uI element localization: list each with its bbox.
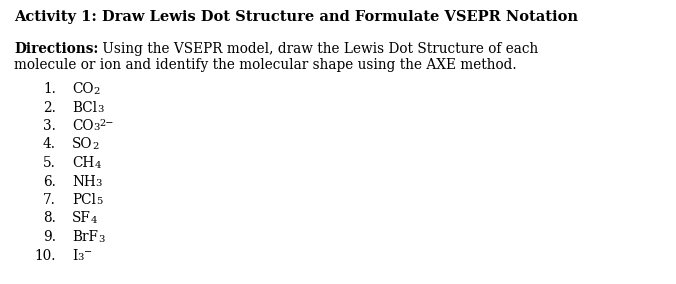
Text: 4: 4 <box>91 216 97 225</box>
Text: 4: 4 <box>94 160 101 170</box>
Text: Using the VSEPR model, draw the Lewis Dot Structure of each: Using the VSEPR model, draw the Lewis Do… <box>99 42 539 56</box>
Text: 10.: 10. <box>34 248 56 262</box>
Text: 3.: 3. <box>43 119 56 133</box>
Text: Activity 1: Draw Lewis Dot Structure and Formulate VSEPR Notation: Activity 1: Draw Lewis Dot Structure and… <box>14 10 578 24</box>
Text: 3: 3 <box>77 253 84 262</box>
Text: 6.: 6. <box>43 174 56 189</box>
Text: I: I <box>72 248 77 262</box>
Text: 5.: 5. <box>43 156 56 170</box>
Text: BCl: BCl <box>72 101 97 114</box>
Text: 2−: 2− <box>100 118 114 128</box>
Text: molecule or ion and identify the molecular shape using the AXE method.: molecule or ion and identify the molecul… <box>14 58 516 72</box>
Text: 3: 3 <box>96 179 102 188</box>
Text: 2: 2 <box>93 87 100 95</box>
Text: 9.: 9. <box>43 230 56 244</box>
Text: PCl: PCl <box>72 193 96 207</box>
Text: 3: 3 <box>97 105 103 114</box>
Text: CH: CH <box>72 156 94 170</box>
Text: NH: NH <box>72 174 96 189</box>
Text: CO: CO <box>72 119 93 133</box>
Text: −: − <box>84 248 92 257</box>
Text: 5: 5 <box>96 197 102 206</box>
Text: Directions:: Directions: <box>14 42 99 56</box>
Text: BrF: BrF <box>72 230 98 244</box>
Text: SF: SF <box>72 212 91 225</box>
Text: 2: 2 <box>93 142 99 151</box>
Text: 3: 3 <box>93 124 100 133</box>
Text: 3: 3 <box>98 235 104 243</box>
Text: 2.: 2. <box>43 101 56 114</box>
Text: 1.: 1. <box>43 82 56 96</box>
Text: 4.: 4. <box>43 137 56 151</box>
Text: CO: CO <box>72 82 93 96</box>
Text: 7.: 7. <box>43 193 56 207</box>
Text: SO: SO <box>72 137 93 151</box>
Text: 8.: 8. <box>43 212 56 225</box>
